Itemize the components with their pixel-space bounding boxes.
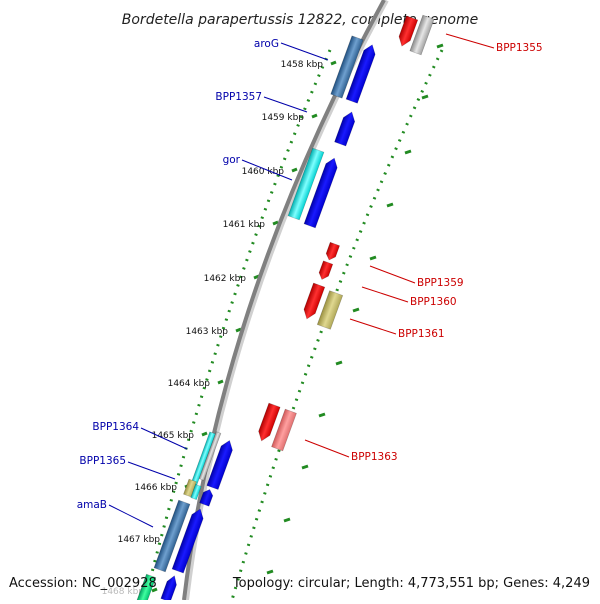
map-title: Bordetella parapertussis 12822, complete… (122, 12, 478, 28)
BPP1355-cog-block[interactable] (409, 14, 435, 56)
tick-track-layer: 1458 kbp 1459 kbp 1460 kbp 1461 kbp 1462 kbp… (102, 43, 444, 601)
label-leader-line (140, 427, 188, 450)
gene-label-bpp1363[interactable]: BPP1363 (351, 451, 398, 463)
accession-text: Accession: NC_002928 (9, 576, 157, 591)
tick-label: 1459 kbp (262, 113, 305, 123)
outer-tick-mark (301, 464, 309, 470)
gene-feature-layer (135, 14, 435, 604)
tick-label: 1465 kbp (152, 431, 195, 441)
label-leader-line (445, 33, 495, 49)
label-leader-line (349, 318, 397, 335)
tick-label: 1461 kbp (223, 220, 266, 230)
aroG-cog-block[interactable] (330, 35, 364, 99)
BPP1365-cyan-block[interactable] (190, 484, 202, 500)
label-leader-line (241, 159, 293, 181)
gene-label-bpp1359[interactable]: BPP1359 (417, 277, 464, 289)
label-leader-line (127, 461, 176, 480)
outer-tick-mark (335, 360, 343, 366)
major-tick-mark (217, 379, 224, 385)
tick-label: 1468 kbp (102, 587, 145, 597)
major-tick-mark (151, 587, 158, 593)
tick-label: 1463 kbp (186, 327, 229, 337)
label-leader-line (369, 265, 416, 284)
label-leader-line (361, 286, 409, 303)
gene-label-bpp1355[interactable]: BPP1355 (496, 42, 543, 54)
outer-tick-mark (386, 202, 394, 208)
outer-tick-mark (318, 412, 326, 418)
BPP1360-gene-arrow[interactable] (317, 260, 334, 281)
BPP1365-gene-arrow[interactable] (199, 488, 215, 507)
tick-label: 1464 kbp (168, 379, 211, 389)
genome-summary-text: Topology: circular; Length: 4,773,551 bp… (232, 576, 590, 591)
label-leader-line (280, 42, 329, 61)
gene-label-bpp1364[interactable]: BPP1364 (92, 421, 139, 433)
tick-label: 1460 kbp (242, 167, 285, 177)
BPP1363-gene-arrow[interactable] (256, 402, 281, 443)
gene-label-gor[interactable]: gor (223, 154, 241, 166)
gene-label-layer: aroG BPP1357 gor BPP1364 BPP1365 amaB BPP1355 B… (77, 33, 543, 528)
outer-tick-mark (266, 569, 274, 575)
BPP1359-gene-arrow[interactable] (324, 241, 340, 261)
tick-label: 1458 kbp (281, 60, 324, 70)
gene-label-bpp1361[interactable]: BPP1361 (398, 328, 445, 340)
outer-tick-mark (352, 307, 360, 313)
gene-label-bpp1365[interactable]: BPP1365 (79, 455, 126, 467)
major-tick-mark (330, 60, 337, 66)
major-tick-mark (201, 431, 208, 437)
outer-tick-mark (436, 43, 444, 49)
label-leader-line (263, 96, 308, 113)
major-tick-mark (235, 327, 242, 333)
outer-tick-mark (283, 517, 291, 523)
major-tick-mark (311, 113, 318, 119)
BPP1361-cog-block[interactable] (316, 290, 344, 330)
major-tick-mark (272, 220, 279, 226)
next-gene-arrow[interactable] (160, 574, 179, 603)
gene-label-arog[interactable]: aroG (254, 38, 279, 50)
BPP1363-cog-block[interactable] (271, 408, 297, 452)
outer-tick-mark (421, 94, 429, 100)
label-leader-line (108, 504, 154, 528)
major-tick-mark (291, 167, 298, 173)
BPP1357-gene-arrow[interactable] (334, 110, 358, 147)
gene-label-bpp1357[interactable]: BPP1357 (215, 91, 262, 103)
BPP1361-gene-arrow[interactable] (301, 282, 326, 321)
gor-cog-block[interactable] (287, 147, 325, 221)
amaB-cog-block[interactable] (153, 499, 191, 573)
outer-tick-track (230, 49, 444, 601)
aroG-gene-arrow[interactable] (345, 43, 378, 104)
next-cog-block[interactable] (135, 573, 157, 604)
outer-tick-mark (369, 255, 377, 261)
gene-label-bpp1360[interactable]: BPP1360 (410, 296, 457, 308)
gor-gene-arrow[interactable] (303, 156, 340, 229)
tick-label: 1462 kbp (204, 274, 247, 284)
tick-label: 1467 kbp (118, 535, 161, 545)
BPP1365-cog-block[interactable] (183, 478, 197, 498)
BPP1364-gene-arrow[interactable] (206, 438, 235, 490)
gene-label-amab[interactable]: amaB (77, 499, 107, 511)
tick-label: 1466 kbp (135, 483, 178, 493)
BPP1355-gene-arrow[interactable] (396, 15, 419, 48)
inner-tick-track (143, 49, 332, 601)
amaB-gene-arrow[interactable] (171, 507, 206, 574)
outer-tick-mark (404, 149, 412, 155)
BPP1364-grey-block[interactable] (198, 431, 222, 481)
label-leader-line (304, 439, 350, 458)
